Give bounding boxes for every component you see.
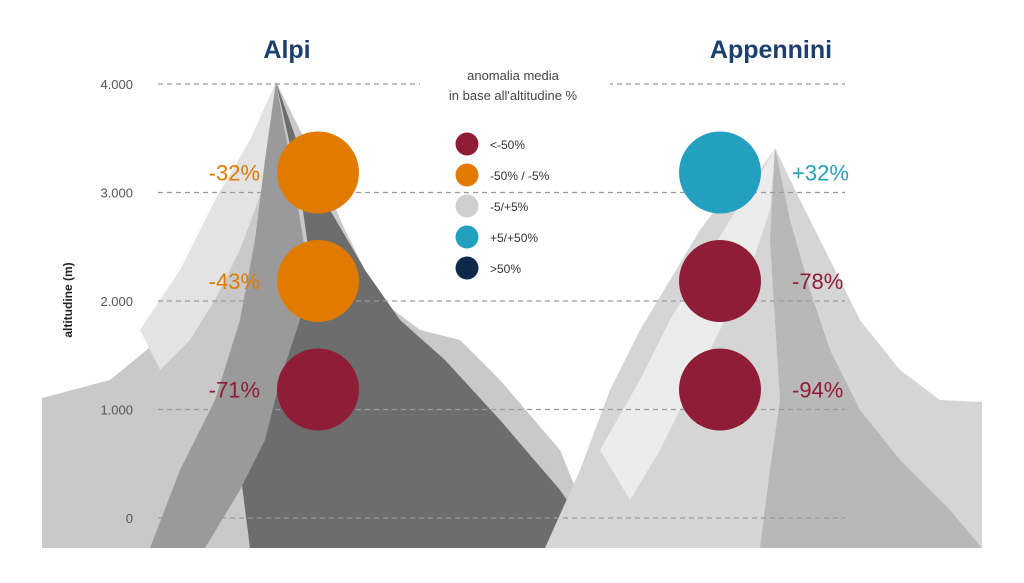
group-title-alpi: Alpi: [263, 36, 310, 64]
legend-swatch: [455, 132, 479, 156]
y-tick-label: 1.000: [100, 403, 133, 418]
group-title-appennini: Appennini: [710, 36, 832, 64]
apennines-light-face: [600, 148, 775, 500]
data-bubble: [679, 240, 761, 322]
legend-title-line2: in base all'altitudine %: [449, 88, 578, 103]
data-label: +32%: [792, 161, 849, 186]
alps-snow-face: [140, 82, 285, 370]
legend-items: <-50% -50% / -5% -5/+5% +5/+50% >50%: [455, 132, 550, 280]
y-tick-label: 4.000: [100, 77, 133, 92]
legend-swatch: [455, 163, 479, 187]
y-tick-label: 0: [126, 511, 133, 526]
legend: anomalia media in base all'altitudine % …: [420, 63, 610, 280]
data-label: -94%: [792, 378, 843, 403]
legend-label: -5/+5%: [490, 200, 529, 214]
alps-shadow-face: [240, 82, 600, 548]
legend-swatch: [455, 256, 479, 280]
legend-label: >50%: [490, 262, 521, 276]
data-bubble: [679, 131, 761, 214]
data-bubble: [277, 348, 359, 431]
legend-label: <-50%: [490, 138, 525, 152]
data-label: -43%: [209, 269, 260, 294]
data-bubble: [277, 240, 359, 322]
data-bubble: [679, 348, 761, 431]
legend-title-line1: anomalia media: [467, 68, 560, 83]
legend-label: +5/+50%: [490, 231, 538, 245]
data-label: -78%: [792, 269, 843, 294]
y-tick-label: 3.000: [100, 186, 133, 201]
y-tick-label: 2.000: [100, 294, 133, 309]
y-axis-label: altitudine (m): [61, 262, 75, 337]
legend-title-bg: [420, 63, 610, 107]
bubbles: -32% -43% -71% +32% -78% -94%: [209, 131, 849, 431]
data-label: -32%: [209, 161, 260, 186]
legend-label: -50% / -5%: [490, 169, 550, 183]
data-bubble: [277, 131, 359, 214]
alps-mid-face: [150, 82, 305, 548]
apennines-shade-face: [760, 148, 982, 548]
legend-swatch: [455, 194, 479, 218]
data-label: -71%: [209, 378, 260, 403]
legend-swatch: [455, 225, 479, 249]
y-axis-ticks: 0 1.000 2.000 3.000 4.000: [100, 77, 133, 526]
